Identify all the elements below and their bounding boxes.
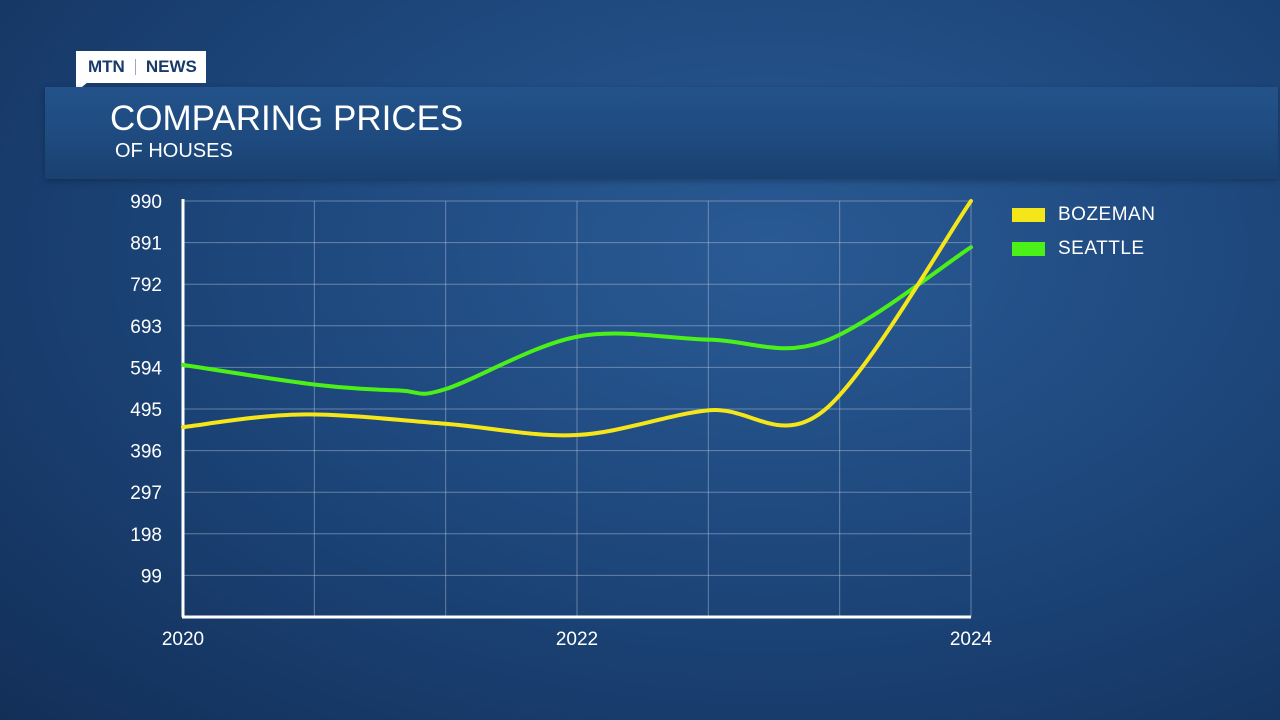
series-line-bozeman xyxy=(181,199,973,438)
y-tick-label: 396 xyxy=(130,442,162,463)
y-tick-label: 198 xyxy=(130,525,162,546)
legend-item-seattle: SEATTLE xyxy=(1012,232,1155,266)
page-title: COMPARING PRICES xyxy=(110,99,464,138)
legend-swatch-bozeman xyxy=(1012,208,1045,222)
x-tick-label: 2020 xyxy=(162,629,204,650)
legend-item-bozeman: BOZEMAN xyxy=(1012,198,1155,232)
x-tick-label: 2024 xyxy=(950,629,993,650)
x-tick-label: 2022 xyxy=(556,629,598,650)
header-banner: COMPARING PRICES OF HOUSES xyxy=(45,87,1278,179)
y-tick-label: 891 xyxy=(130,234,162,255)
brand-divider xyxy=(134,59,136,75)
series-line-seattle xyxy=(181,245,973,396)
brand-left: MTN xyxy=(88,57,125,76)
brand-right: NEWS xyxy=(145,57,197,76)
page-subtitle: OF HOUSES xyxy=(115,140,233,162)
legend-label-seattle: SEATTLE xyxy=(1058,238,1145,259)
y-tick-label: 99 xyxy=(141,566,162,587)
brand-logo: MTN NEWS xyxy=(76,51,206,83)
y-tick-label: 792 xyxy=(130,275,162,296)
y-tick-label: 594 xyxy=(130,358,162,379)
legend-label-bozeman: BOZEMAN xyxy=(1058,204,1156,225)
y-tick-label: 297 xyxy=(130,483,162,504)
y-tick-label: 495 xyxy=(130,400,162,421)
y-tick-label: 990 xyxy=(130,192,162,213)
legend-swatch-seattle xyxy=(1012,242,1045,256)
y-tick-label: 693 xyxy=(130,317,162,338)
legend: BOZEMAN SEATTLE xyxy=(1012,198,1155,266)
